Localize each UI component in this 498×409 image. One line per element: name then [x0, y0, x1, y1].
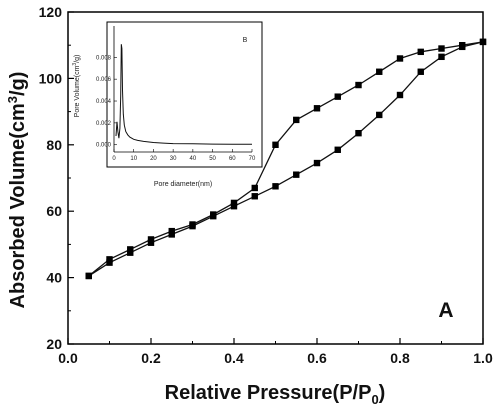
inset-x-tick-label: 10 [130, 156, 137, 162]
data-point-adsorption [376, 111, 383, 119]
data-point-desorption [127, 246, 134, 253]
y-tick-label: 120 [39, 4, 63, 20]
x-tick-label: 0.0 [58, 350, 78, 366]
inset-x-tick-label: 30 [170, 156, 177, 162]
data-point-adsorption [396, 91, 404, 99]
y-tick-label: 60 [46, 203, 62, 219]
inset-x-axis-title: Pore diameter(nm) [154, 181, 212, 188]
inset-series-line [115, 44, 252, 145]
data-point-desorption [272, 141, 279, 148]
data-point-desorption [334, 93, 341, 100]
y-tick-label: 20 [46, 336, 62, 352]
data-point-desorption [417, 48, 424, 56]
data-point-desorption [313, 105, 321, 112]
data-point-desorption [376, 68, 383, 75]
x-tick-label: 1.0 [473, 350, 493, 366]
data-point-desorption [293, 116, 300, 124]
x-tick-label: 0.8 [390, 350, 410, 366]
data-point-adsorption [106, 259, 113, 266]
inset-y-tick-label: 0.002 [96, 121, 112, 127]
data-point-desorption [189, 221, 196, 228]
x-axis-title: Relative Pressure(P/P0) [165, 382, 386, 407]
data-point-desorption [251, 184, 258, 192]
inset-x-tick-label: 60 [229, 156, 236, 162]
data-point-adsorption [313, 159, 321, 167]
inset-x-tick-label: 20 [150, 156, 157, 162]
data-point-adsorption [272, 183, 279, 190]
y-tick-label: 100 [39, 70, 63, 86]
x-tick-label: 0.4 [224, 350, 244, 366]
y-axis-title-superscript: 3 [5, 96, 20, 103]
y-tick-label: 80 [46, 137, 62, 153]
data-point-desorption [230, 199, 238, 207]
x-tick-label: 0.2 [141, 350, 161, 366]
data-point-adsorption [127, 249, 134, 256]
data-point-desorption [459, 42, 466, 49]
data-point-desorption [396, 55, 404, 62]
inset-y-tick-label: 0.006 [96, 77, 112, 83]
inset-x-tick-label: 0 [112, 156, 116, 162]
data-point-desorption [438, 45, 445, 52]
inset-y-axis-title-superscript: 3 [72, 63, 78, 66]
x-tick-label: 0.6 [307, 350, 327, 366]
data-point-adsorption [251, 193, 258, 200]
data-point-desorption [479, 38, 487, 46]
inset-frame [106, 21, 263, 168]
inset-x-tick-label: 70 [249, 156, 256, 162]
inset-y-tick-label: 0.000 [96, 143, 112, 149]
data-point-adsorption [293, 171, 300, 178]
series-line-adsorption [88, 41, 484, 277]
data-point-desorption [210, 211, 217, 218]
y-axis-title: Absorbed Volume(cm3/g) [5, 72, 29, 309]
x-axis-title-subscript: 0 [371, 392, 378, 407]
inset-chart: B Pore diameter(nm) Pore Volume(cm3/g) 0… [72, 21, 263, 188]
y-tick-label: 40 [46, 270, 62, 286]
inset-y-tick-label: 0.004 [96, 99, 112, 105]
data-point-adsorption [230, 203, 238, 210]
data-point-desorption [147, 236, 155, 243]
data-point-adsorption [417, 68, 424, 75]
data-point-adsorption [355, 129, 362, 137]
data-point-adsorption [147, 239, 155, 246]
data-point-adsorption [168, 231, 175, 238]
data-point-desorption [168, 227, 175, 235]
inset-y-tick-label: 0.008 [96, 55, 112, 61]
data-point-desorption [106, 256, 113, 263]
data-point-desorption [355, 81, 362, 89]
inset-x-tick-label: 40 [190, 156, 197, 162]
series-line-desorption [88, 41, 484, 277]
data-point-adsorption [334, 146, 341, 153]
inset-x-tick-label: 50 [209, 156, 216, 162]
data-point-desorption [85, 272, 92, 280]
data-point-adsorption [438, 53, 445, 61]
inset-y-axis-title: Pore Volume(cm3/g) [72, 55, 81, 118]
inset-panel-label-b: B [243, 37, 248, 44]
panel-label-a: A [438, 299, 453, 322]
